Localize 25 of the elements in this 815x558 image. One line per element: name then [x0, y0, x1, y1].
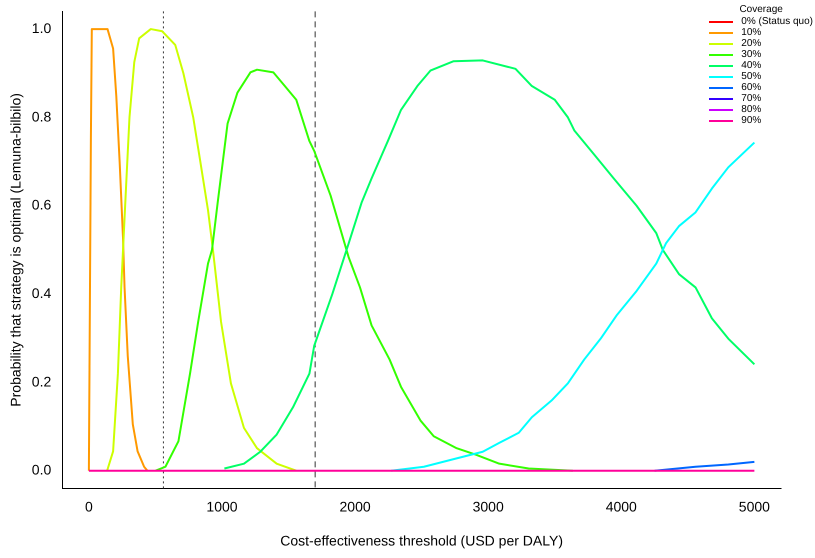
y-tick-label: 0.4 [32, 284, 52, 301]
legend-title: Coverage [738, 4, 784, 15]
y-tick-label: 0.0 [32, 462, 52, 478]
y-tick-label: 0.8 [32, 108, 52, 124]
x-tick-label: 4000 [606, 498, 638, 515]
legend-label: 50% [741, 71, 762, 82]
legend-label: 70% [741, 93, 762, 104]
x-tick-label: 1000 [206, 498, 238, 515]
y-tick-label: 0.2 [32, 373, 52, 390]
legend-label: 90% [741, 115, 762, 126]
legend-label: 60% [741, 82, 762, 93]
legend-label: 80% [741, 104, 762, 115]
legend-label: 10% [741, 27, 762, 38]
y-axis-title: Probability that strategy is optimal (Lemuna-bilbilo) [7, 93, 24, 407]
legend-label: 20% [741, 38, 762, 49]
legend-label: 0% (Status quo) [741, 16, 813, 27]
y-tick-label: 1.0 [32, 20, 52, 36]
x-tick-label: 0 [84, 498, 93, 515]
y-tick-label: 0.6 [32, 196, 52, 213]
x-tick-label: 5000 [738, 498, 770, 515]
legend-label: 30% [741, 49, 762, 60]
x-axis-title: Cost-effectiveness threshold (USD per DALY) [280, 532, 563, 548]
x-tick-label: 3000 [472, 498, 504, 515]
legend-label: 40% [741, 60, 762, 71]
x-tick-label: 2000 [340, 498, 371, 515]
